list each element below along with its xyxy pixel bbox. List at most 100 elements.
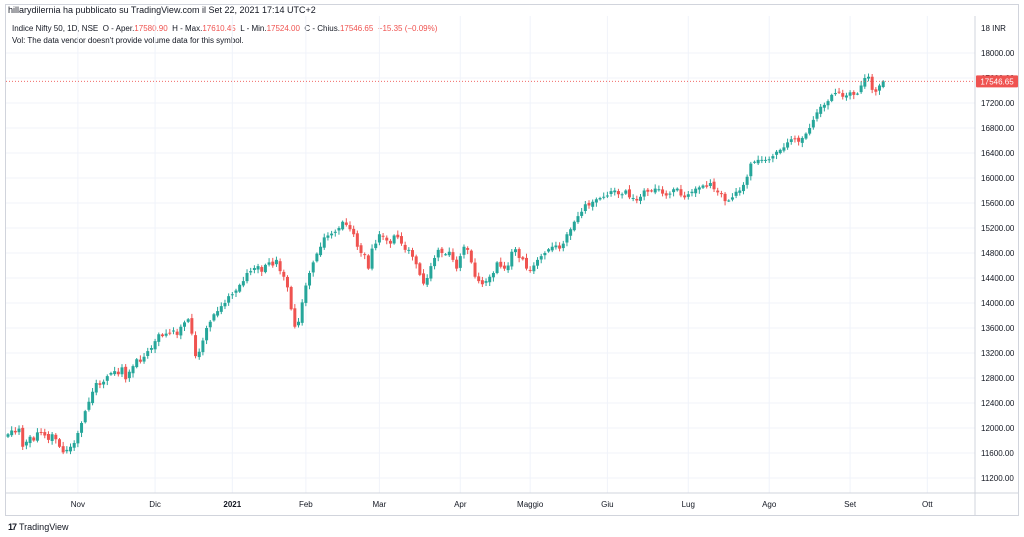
candle-body <box>524 257 528 269</box>
candle-body <box>664 193 668 196</box>
candle-body <box>852 92 856 95</box>
candle-body <box>186 319 190 322</box>
candle-body <box>874 89 878 92</box>
symbol-label[interactable]: Indice Nifty 50, 1D, NSE <box>12 24 99 33</box>
candle-body <box>694 188 698 194</box>
candle-body <box>793 138 797 140</box>
candle-body <box>17 428 21 433</box>
x-tick-label: Feb <box>299 500 313 509</box>
candle-body <box>374 243 378 249</box>
candle-body <box>403 244 407 250</box>
candle-body <box>28 436 32 444</box>
candle-body <box>392 235 396 244</box>
candle-body <box>113 371 117 375</box>
candle-body <box>433 258 437 267</box>
candle-body <box>804 133 808 139</box>
tradingview-footer[interactable]: 17 TradingView <box>8 520 69 534</box>
candle-body <box>102 381 106 385</box>
candle-body <box>249 271 253 273</box>
candle-body <box>605 195 609 197</box>
candle-body <box>686 194 690 197</box>
candle-body <box>756 159 760 164</box>
candle-body <box>752 161 756 163</box>
candle-body <box>227 296 231 303</box>
candle-body <box>50 434 54 441</box>
candle-body <box>466 248 470 250</box>
candle-body <box>344 222 348 225</box>
candle-body <box>469 250 473 263</box>
candle-body <box>355 233 359 247</box>
candle-body <box>32 437 36 441</box>
candle-body <box>513 249 517 253</box>
candle-body <box>569 229 573 236</box>
candle-body <box>267 262 271 265</box>
candle-body <box>819 106 823 114</box>
candle-body <box>190 318 194 334</box>
candle-body <box>138 359 142 362</box>
x-tick-label: Lug <box>682 500 695 509</box>
y-tick-label: 12800.00 <box>981 374 1015 383</box>
candle-body <box>388 240 392 244</box>
candle-body <box>786 142 790 148</box>
candle-body <box>878 85 882 91</box>
candle-body <box>194 335 198 357</box>
candle-body <box>414 256 418 265</box>
candle-body <box>311 262 315 273</box>
candle-body <box>554 245 558 248</box>
candle-body <box>451 252 455 260</box>
candle-body <box>164 333 168 336</box>
candle-body <box>411 250 415 257</box>
candle-body <box>76 433 80 444</box>
candle-body <box>613 190 617 193</box>
x-tick-label: Apr <box>454 500 467 509</box>
y-tick-label: 11600.00 <box>981 449 1014 458</box>
y-tick-label: 13200.00 <box>981 349 1015 358</box>
candle-body <box>598 198 602 200</box>
candle-body <box>256 266 260 270</box>
candle-body <box>679 189 683 196</box>
y-tick-label: 12000.00 <box>981 424 1015 433</box>
candle-body <box>197 351 201 358</box>
candle-body <box>458 256 462 268</box>
candle-body <box>558 245 562 249</box>
low-label: L - Min. <box>240 24 267 33</box>
x-tick-label: Set <box>844 500 857 509</box>
candle-body <box>661 189 665 194</box>
candle-body <box>495 262 499 273</box>
candle-body <box>208 321 212 328</box>
candle-body <box>381 235 385 237</box>
candle-body <box>171 330 175 332</box>
candle-body <box>491 273 495 278</box>
published-info: hillarydilernia ha pubblicato su Trading… <box>8 5 316 15</box>
candle-body <box>157 334 161 342</box>
y-tick-label: 12400.00 <box>981 399 1015 408</box>
candle-body <box>201 340 205 353</box>
candle-body <box>116 371 120 375</box>
candle-body <box>767 159 771 161</box>
tradingview-brand: TradingView <box>19 522 69 532</box>
candle-body <box>252 268 256 270</box>
candle-body <box>841 93 845 97</box>
candle-body <box>830 94 834 101</box>
x-tick-label: Ago <box>762 500 777 509</box>
candle-body <box>315 253 319 262</box>
candle-body <box>484 281 488 283</box>
candle-body <box>326 235 330 238</box>
candle-body <box>668 193 672 195</box>
candle-body <box>712 181 716 190</box>
candle-body <box>263 264 267 273</box>
x-tick-label: Maggio <box>517 500 544 509</box>
candle-body <box>635 198 639 201</box>
candle-body <box>425 278 429 285</box>
candles <box>6 73 885 455</box>
candle-body <box>105 376 109 381</box>
candle-body <box>168 332 172 334</box>
candle-body <box>536 259 540 266</box>
candle-body <box>120 367 124 375</box>
candle-body <box>638 196 642 201</box>
candle-body <box>859 85 863 93</box>
candle-body <box>745 176 749 185</box>
candle-body <box>620 194 624 196</box>
candle-body <box>528 269 532 271</box>
